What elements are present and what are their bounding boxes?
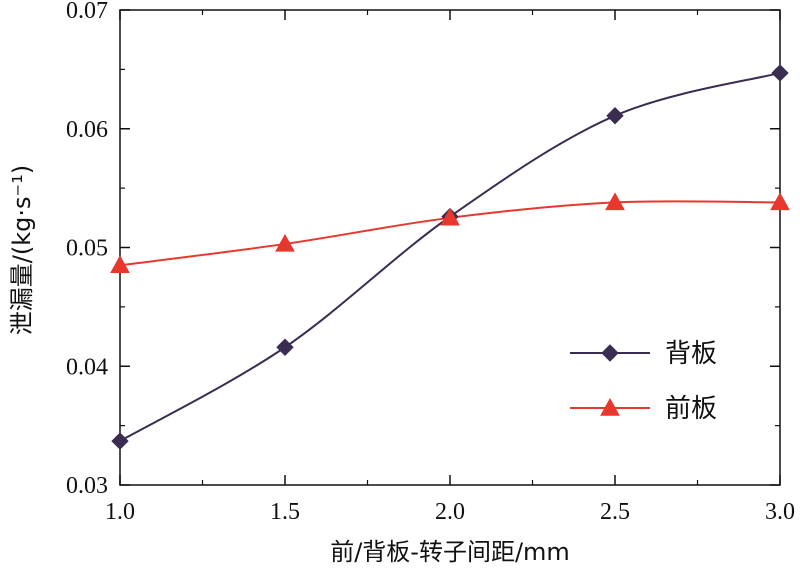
series-2-point <box>110 255 130 274</box>
series-markers <box>110 64 790 450</box>
y-axis-ticks: 0.03 0.04 0.05 0.06 0.07 <box>66 0 780 499</box>
series-2-point <box>770 192 790 211</box>
x-tick-label: 1.5 <box>270 499 300 525</box>
series-lines <box>119 71 781 442</box>
y-tick-label: 0.04 <box>66 354 108 380</box>
y-tick-label: 0.03 <box>66 473 108 499</box>
series-2-point <box>440 207 460 226</box>
y-tick-label: 0.06 <box>66 117 108 143</box>
y-axis-title: 泄漏量/(kg·s⁻¹) <box>8 165 36 335</box>
x-tick-label: 3.0 <box>765 499 795 525</box>
series-2-point <box>605 192 625 211</box>
series-1-point <box>111 432 129 450</box>
legend-label-2: 前板 <box>665 394 717 424</box>
series-1-point <box>771 64 789 82</box>
x-tick-label: 1.0 <box>105 499 135 525</box>
series-1-point <box>606 106 624 125</box>
legend-label-1: 背板 <box>665 339 717 369</box>
x-axis-title: 前/背板-转子间距/mm <box>330 538 570 566</box>
series-2-point <box>275 233 295 252</box>
x-axis-ticks: 1.0 1.5 2.0 2.5 3.0 <box>105 10 795 525</box>
y-tick-label: 0.05 <box>66 236 108 262</box>
x-tick-label: 2.5 <box>600 499 630 525</box>
x-tick-label: 2.0 <box>435 499 465 525</box>
legend-marker-2 <box>600 397 620 416</box>
legend-marker-1 <box>601 344 619 362</box>
series-line-1 <box>119 71 781 442</box>
y-tick-label: 0.07 <box>66 0 108 24</box>
series-1-point <box>276 338 294 356</box>
